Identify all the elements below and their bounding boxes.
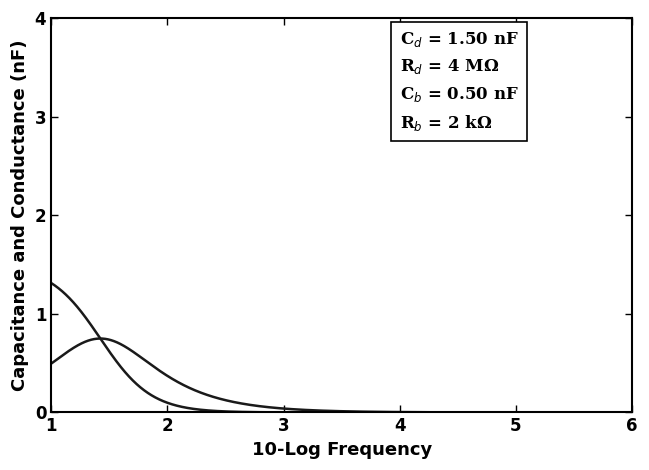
Text: C$_d$ = 1.50 nF
R$_d$ = 4 MΩ
C$_b$ = 0.50 nF
R$_b$ = 2 kΩ: C$_d$ = 1.50 nF R$_d$ = 4 MΩ C$_b$ = 0.5… [400, 30, 519, 133]
Y-axis label: Capacitance and Conductance (nF): Capacitance and Conductance (nF) [11, 39, 29, 391]
X-axis label: 10-Log Frequency: 10-Log Frequency [252, 441, 432, 459]
